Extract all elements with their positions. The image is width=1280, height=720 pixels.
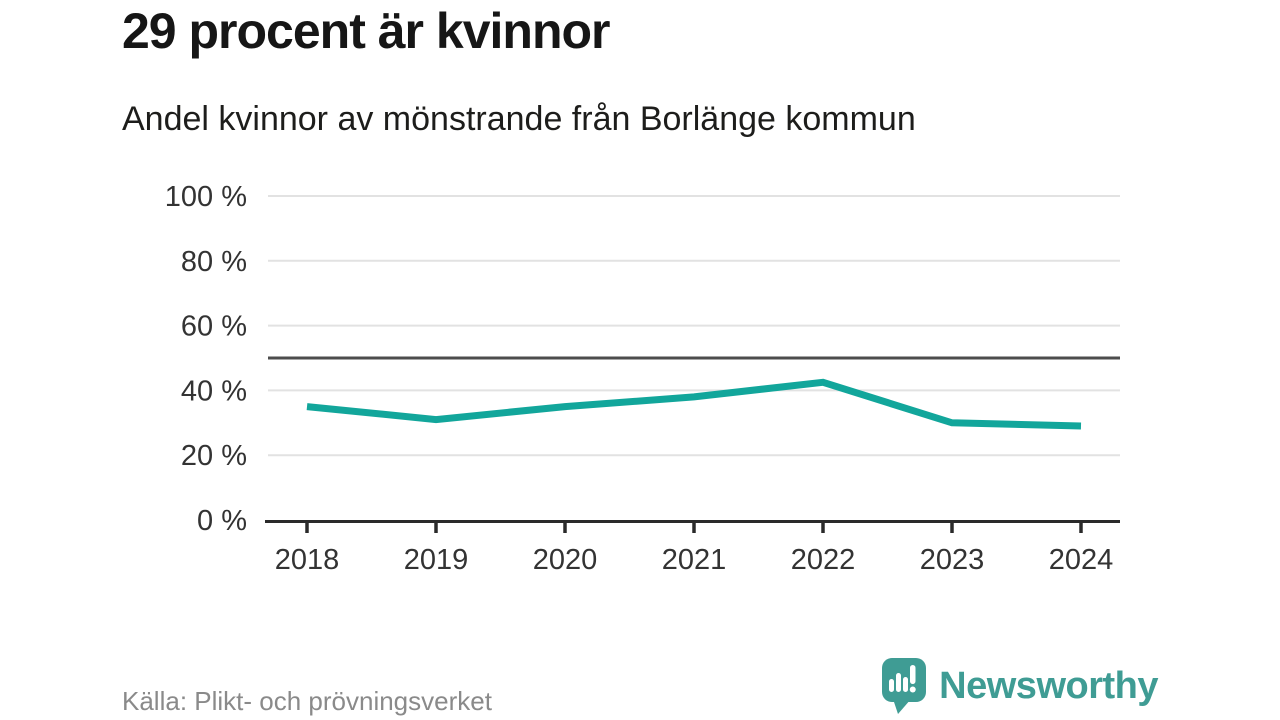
x-tick-label: 2020 [533,544,598,576]
newsworthy-logo: Newsworthy [882,658,1158,715]
source-attribution: Källa: Plikt- och prövningsverket [122,686,492,716]
chart-title: 29 procent är kvinnor [122,3,610,59]
chart-subtitle: Andel kvinnor av mönstrande från Borläng… [122,100,916,138]
x-tick-label: 2022 [791,544,856,576]
y-tick-label: 20 % [181,440,247,472]
newsworthy-logo-icon [882,658,927,714]
x-tick-label: 2024 [1049,544,1114,576]
y-tick-label: 40 % [181,375,247,407]
x-tick-label: 2019 [404,544,469,576]
y-tick-label: 80 % [181,246,247,278]
x-tick-label: 2023 [920,544,985,576]
y-tick-label: 100 % [165,181,247,213]
x-tick-label: 2018 [275,544,340,576]
y-tick-label: 0 % [197,505,247,537]
newsworthy-logo-text: Newsworthy [939,665,1158,707]
x-tick-label: 2021 [662,544,727,576]
data-line-series [306,378,1082,430]
y-tick-label: 60 % [181,311,247,343]
